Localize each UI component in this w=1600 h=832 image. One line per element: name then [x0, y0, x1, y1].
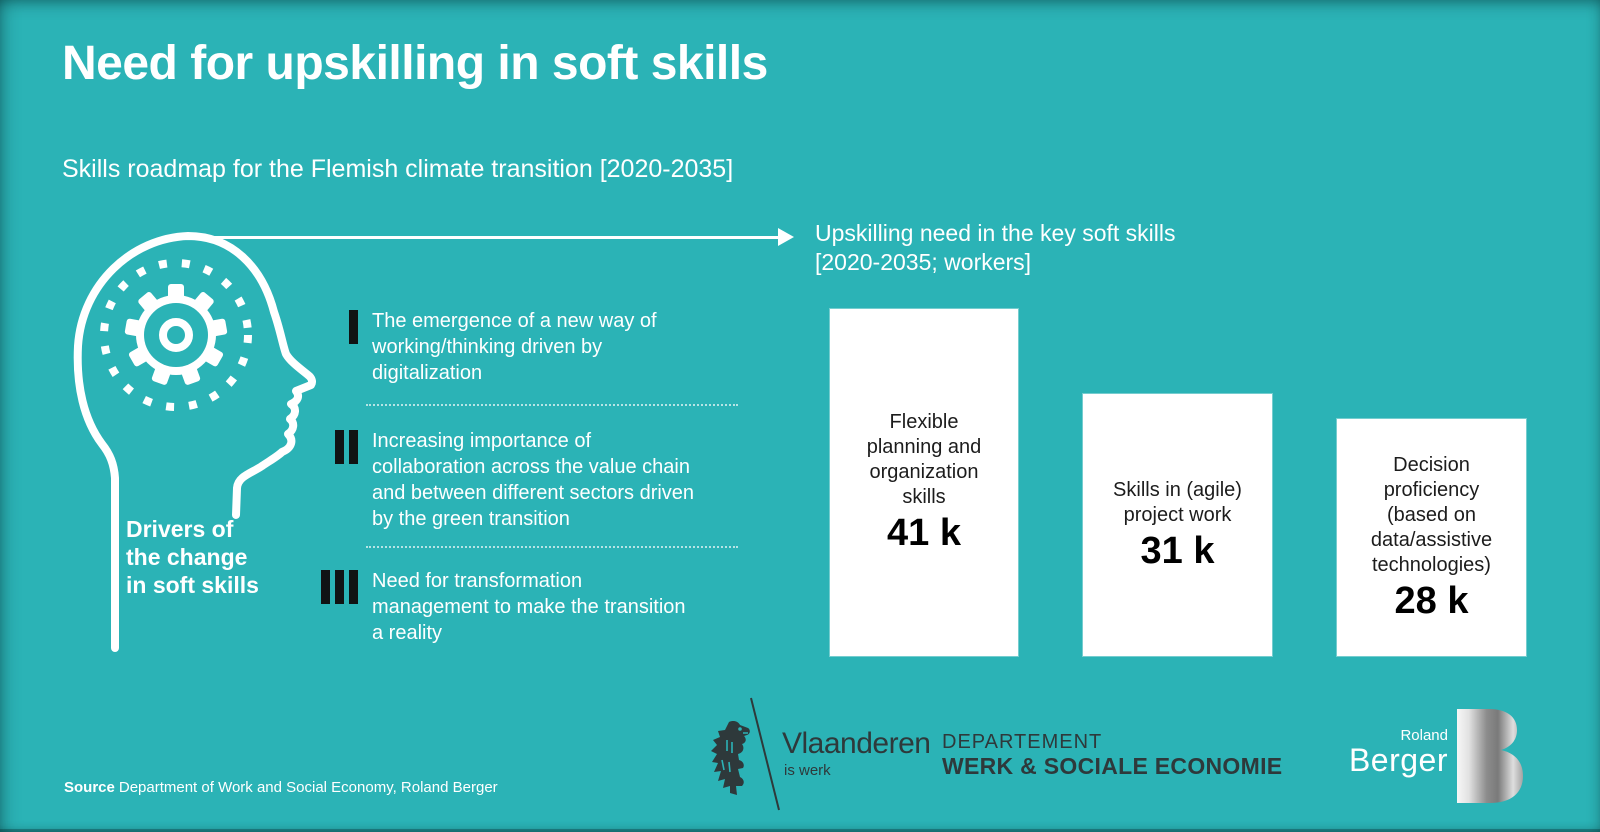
bar-label: Skills in (agile) project work	[1113, 478, 1242, 526]
lion-glyph	[711, 721, 750, 795]
driver-item-text: Increasing importance of collaboration a…	[372, 430, 695, 530]
roman-numeral	[312, 308, 358, 344]
bar-value: 31 k	[1140, 529, 1215, 572]
head-profile-gear-icon	[73, 232, 316, 652]
driver-item-text: Need for transformation management to ma…	[372, 570, 686, 644]
arrow-right-icon	[778, 228, 794, 246]
bar-label: Flexible planning and organization skill…	[866, 411, 982, 508]
source-note: Source Department of Work and Social Econ…	[64, 779, 498, 796]
departement-line1: DEPARTEMENT	[942, 731, 1103, 753]
vlaanderen-logo-text: Vlaanderen	[782, 727, 931, 760]
roman-numeral	[312, 568, 358, 604]
bar-value: 28 k	[1394, 579, 1469, 622]
logo-divider-line	[750, 697, 780, 811]
dotted-divider	[366, 546, 738, 548]
chart-bar: Skills in (agile) project work 31 k	[1083, 394, 1272, 656]
dotted-divider	[366, 404, 738, 406]
roland-berger-line2: Berger	[1348, 742, 1448, 778]
driver-item-text: The emergence of a new way of working/th…	[372, 310, 657, 384]
bar-label: Decision proficiency (based on data/assi…	[1370, 453, 1493, 576]
gear-icon	[124, 284, 228, 385]
departement-line2: WERK & SOCIALE ECONOMIE	[942, 753, 1283, 779]
dashed-ring-icon	[100, 259, 252, 411]
source-label: Source	[64, 779, 115, 796]
page-title: Need for upskilling in soft skills	[62, 37, 768, 90]
roland-berger-logo-text: Roland Berger	[1300, 728, 1448, 777]
page-subtitle: Skills roadmap for the Flemish climate t…	[62, 155, 734, 183]
roland-berger-b-icon	[1457, 709, 1523, 803]
source-text: Department of Work and Social Economy, R…	[118, 779, 498, 796]
drivers-label: Drivers of the change in soft skills	[126, 516, 259, 598]
chart-bar: Flexible planning and organization skill…	[830, 309, 1018, 656]
roman-numeral	[312, 428, 358, 464]
chart-heading: Upskilling need in the key soft skills […	[815, 220, 1176, 275]
vlaanderen-tagline: is werk	[784, 762, 831, 779]
bottom-edge-strip	[0, 829, 1600, 832]
bar-value: 41 k	[887, 512, 961, 554]
driver-item: Increasing importance of collaboration a…	[312, 428, 764, 532]
vlaanderen-lion-icon	[711, 697, 780, 811]
driver-item: The emergence of a new way of working/th…	[312, 308, 764, 386]
roland-berger-line1: Roland	[1400, 727, 1448, 744]
head-outline	[73, 232, 316, 652]
driver-item: Need for transformation management to ma…	[312, 568, 764, 646]
arrow-connector	[196, 236, 780, 239]
chart-bar: Decision proficiency (based on data/assi…	[1337, 419, 1526, 656]
